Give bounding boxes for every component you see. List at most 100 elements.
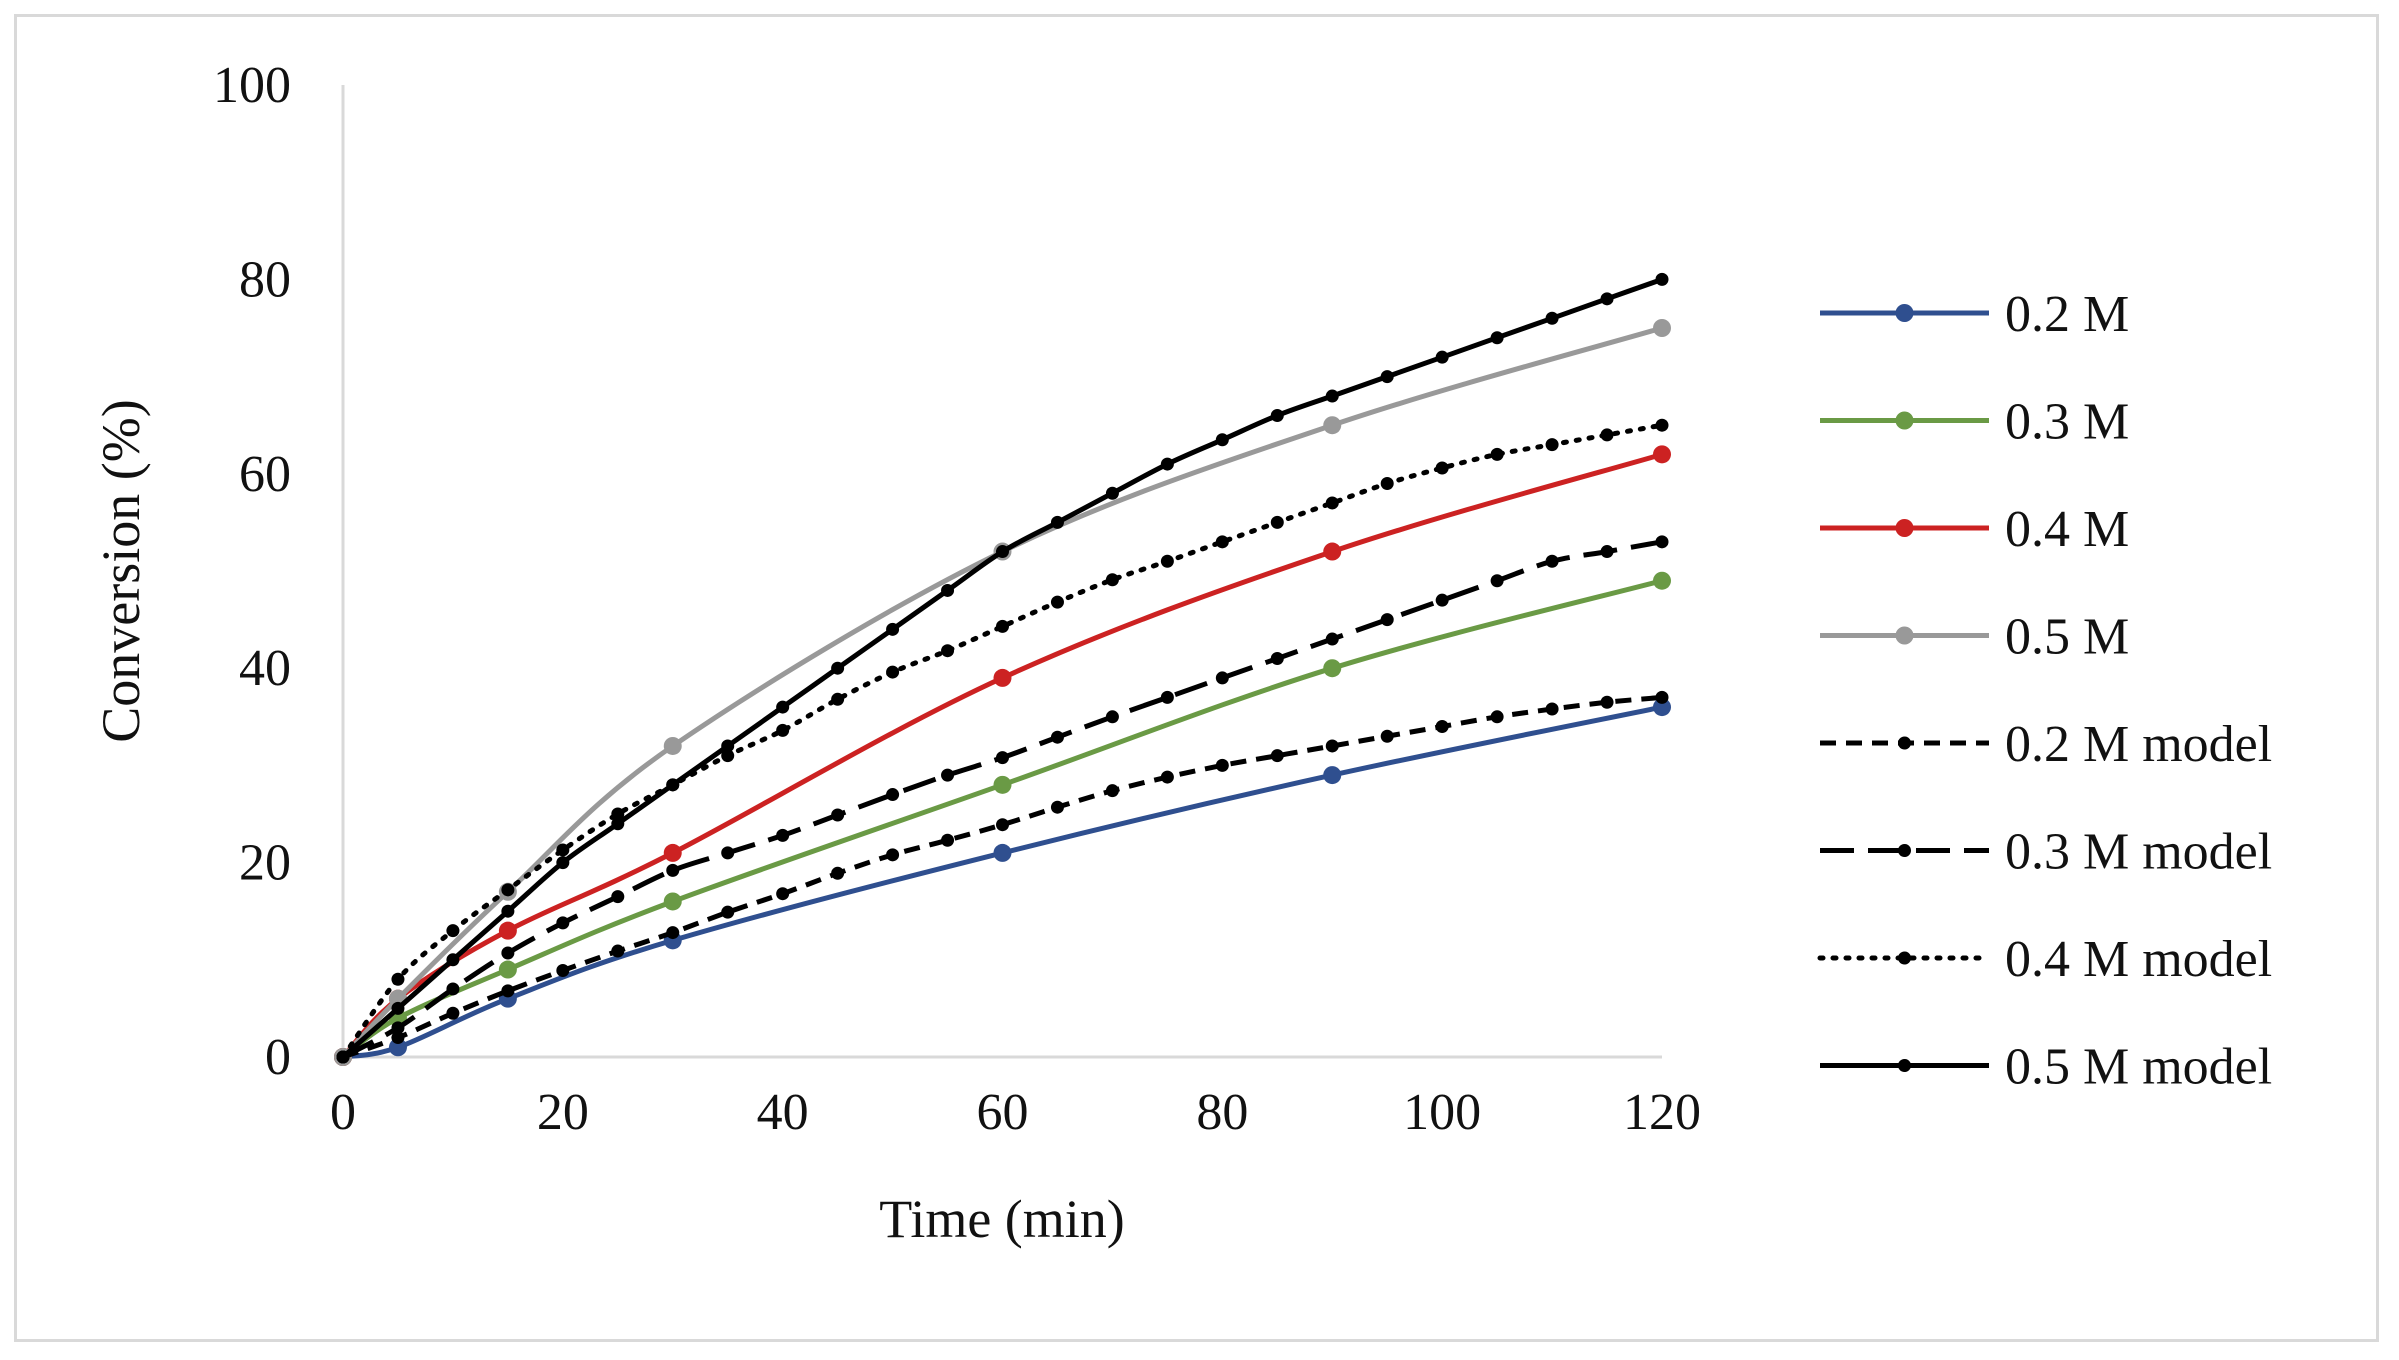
data-point-0-2-m-model [1655, 690, 1669, 704]
data-point-0-5-m-model [1600, 292, 1614, 306]
x-tick-label: 120 [1623, 1084, 1701, 1141]
data-point-0-4-m-model [501, 883, 515, 897]
data-point-0-2-m [1323, 766, 1342, 785]
data-point-0-5-m [663, 736, 682, 755]
x-tick-label: 0 [330, 1084, 356, 1141]
legend-label: 0.5 M model [2005, 1039, 2272, 1096]
data-point-0-3-m-model [1655, 535, 1669, 549]
data-point-0-5-m-model [831, 661, 845, 675]
data-point-0-3-m-model [1490, 574, 1504, 588]
data-point-0-2-m-model [721, 905, 735, 919]
data-point-0-5-m-model [941, 583, 955, 597]
data-point-0-3-m-model [941, 768, 955, 782]
data-point-0-2-m-model [1050, 800, 1064, 814]
data-point-0-2-m-model [501, 984, 515, 998]
data-point-0-3-m-model [1050, 730, 1064, 744]
legend-label: 0.4 M [2005, 501, 2129, 558]
data-point-0-2-m-model [1380, 729, 1394, 743]
data-point-0-5-m-model [1050, 515, 1064, 529]
x-tick-label: 40 [757, 1084, 809, 1141]
data-point-0-3-m-model [1435, 593, 1449, 607]
data-point-0-5-m-model [1270, 408, 1284, 422]
data-point-0-2-m-model [1270, 749, 1284, 763]
chart-frame: 0 20 40 60 80 100 120 0 20 40 60 80 100 Time (min) C… [14, 14, 2379, 1342]
data-point-0-3-m [1323, 659, 1342, 678]
data-point-0-4-m-model [391, 972, 405, 986]
data-point-0-4-m-model [1215, 535, 1229, 549]
data-point-0-3-m-model [391, 1021, 405, 1035]
data-point-0-5-m [1653, 319, 1671, 337]
series-0-3-m-model [336, 535, 1669, 1064]
data-point-0-2-m-model [1325, 739, 1339, 753]
data-point-0-3-m-model [886, 788, 900, 802]
data-point-0-2-m-model [666, 926, 680, 940]
data-point-0-2-m-model [1435, 720, 1449, 734]
x-tick-label: 100 [1403, 1084, 1481, 1141]
y-tick-label: 60 [239, 446, 291, 503]
data-point-0-3-m-model [446, 982, 460, 996]
legend-marker [1895, 626, 1914, 645]
data-point-0-5-m-model [1215, 433, 1229, 447]
data-point-0-5-m-model [336, 1050, 350, 1064]
data-point-0-3-m-model [501, 946, 515, 960]
series-line-0-4-m-model [340, 422, 1665, 1060]
data-point-0-5-m-model [501, 904, 515, 918]
data-point-0-3-m [663, 892, 682, 911]
y-tick-label: 40 [239, 640, 291, 697]
series-0-5-m-model [336, 272, 1669, 1064]
data-point-0-5-m-model [886, 622, 900, 636]
data-point-0-2-m [1653, 698, 1671, 717]
data-point-0-4-m-model [1270, 515, 1284, 529]
data-point-0-3-m-model [1380, 613, 1394, 627]
data-point-0-4-m [663, 843, 682, 862]
legend-item-0-2-m-model: 0.2 M model [1820, 716, 2272, 773]
data-point-0-4-m-model [886, 665, 900, 679]
x-tick-label: 80 [1196, 1084, 1248, 1141]
data-point-0-4-m [498, 921, 517, 940]
data-point-0-5-m-model [1490, 331, 1504, 345]
data-point-0-2-m-model [556, 963, 570, 977]
legend-marker [1898, 951, 1911, 965]
data-point-0-3-m-model [996, 751, 1009, 765]
data-point-0-4-m-model [1490, 447, 1504, 461]
axis-titles: Time (min) Conversion (%) [91, 399, 1125, 1249]
data-point-0-5-m-model [996, 545, 1009, 559]
data-point-0-2-m-model [886, 848, 900, 862]
data-point-0-4-m-model [1600, 428, 1614, 442]
series-line-0-5-m [341, 325, 1663, 1059]
data-point-0-4-m [993, 668, 1012, 687]
data-point-0-2-m-model [831, 866, 845, 880]
legend-item-0-4-m: 0.4 M [1820, 501, 2129, 558]
legend-label: 0.2 M model [2005, 716, 2272, 773]
data-point-0-2-m-model [1545, 702, 1559, 716]
data-point-0-3-m [1653, 571, 1671, 590]
data-point-0-4-m-model [776, 723, 790, 737]
legend-item-0-2-m: 0.2 M [1820, 286, 2129, 343]
series-0-2-m [334, 698, 1671, 1066]
legend-marker [1898, 844, 1911, 857]
data-point-0-5-m-model [1435, 350, 1449, 364]
data-point-0-5-m-model [1105, 486, 1119, 500]
legend-marker [1898, 1059, 1911, 1072]
data-point-0-3-m-model [1325, 632, 1339, 646]
data-point-0-4-m-model [446, 924, 460, 938]
data-point-0-4-m-model [721, 749, 735, 763]
data-point-0-4-m-model [1325, 496, 1339, 510]
data-point-0-5-m-model [556, 856, 570, 870]
data-point-0-3-m-model [1215, 671, 1229, 685]
tick-labels: 0 20 40 60 80 100 120 0 20 40 60 80 100 [213, 57, 1701, 1141]
y-tick-label: 80 [239, 251, 291, 308]
data-point-0-2-m-model [391, 1031, 405, 1045]
data-point-0-5-m-model [611, 817, 625, 831]
data-point-0-5-m-model [1655, 272, 1669, 286]
data-point-0-2-m [388, 1038, 407, 1057]
legend-label: 0.5 M [2005, 609, 2129, 666]
data-point-0-3-m-model [611, 890, 625, 904]
legend: 0.2 M 0.3 M 0.4 M 0.5 M 0.2 M model 0.3 M mod… [1817, 286, 2272, 1096]
legend-label: 0.3 M model [2005, 824, 2272, 881]
x-tick-label: 20 [537, 1084, 589, 1141]
plot-series [334, 272, 1671, 1066]
legend-label: 0.3 M [2005, 394, 2129, 451]
data-point-0-4-m-model [1380, 477, 1394, 491]
legend-item-0-3-m: 0.3 M [1820, 394, 2129, 451]
